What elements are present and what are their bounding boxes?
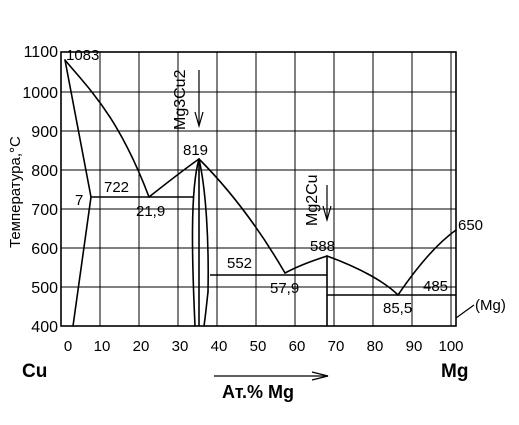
grid — [61, 52, 456, 326]
x-axis-ticks: 0 10 20 30 40 50 60 70 80 90 100 — [64, 338, 464, 355]
y-tick-600: 600 — [31, 241, 58, 258]
y-tick-500: 500 — [31, 280, 58, 297]
y-tick-700: 700 — [31, 202, 58, 219]
y-axis-title: Температура,°С — [7, 136, 24, 248]
annotation-eutectic2-comp: 57,9 — [270, 280, 299, 297]
annotation-cu-solubility: 7 — [75, 192, 83, 209]
mg3cu2-phase-region — [191, 158, 209, 327]
annotation-eutectic2-temp: 552 — [227, 255, 252, 272]
y-tick-800: 800 — [31, 163, 58, 180]
x-tick-80: 80 — [367, 338, 384, 355]
x-tick-90: 90 — [406, 338, 423, 355]
right-component-label: Mg — [441, 361, 468, 382]
eutectic-isotherms — [91, 196, 456, 296]
y-tick-400: 400 — [31, 319, 58, 336]
x-tick-20: 20 — [133, 338, 150, 355]
x-tick-10: 10 — [94, 338, 111, 355]
annotation-mg3cu2-melt: 819 — [183, 142, 208, 159]
x-tick-30: 30 — [172, 338, 189, 355]
annotation-eutectic1-temp: 722 — [104, 179, 129, 196]
y-tick-1000: 1000 — [22, 85, 58, 102]
phase-label-mg3cu2: Mg3Cu2 — [172, 69, 189, 130]
phase-label-mg-solid: (Mg) — [475, 297, 506, 314]
x-tick-40: 40 — [211, 338, 228, 355]
x-axis-title: Ат.% Mg — [222, 382, 294, 402]
mg3cu2-arrow — [194, 70, 204, 129]
x-axis-arrow — [214, 371, 329, 381]
y-axis-ticks: 400 500 600 700 800 900 1000 1100 — [22, 44, 58, 336]
annotation-eutectic3-comp: 85,5 — [383, 300, 412, 317]
y-tick-900: 900 — [31, 124, 58, 141]
liquidus-curves — [64, 59, 457, 296]
y-tick-1100: 1100 — [24, 44, 59, 61]
annotation-eutectic1-comp: 21,9 — [136, 203, 165, 220]
x-tick-50: 50 — [250, 338, 267, 355]
annotation-eutectic3-temp: 485 — [423, 278, 448, 295]
phase-label-mg2cu: Mg2Cu — [304, 174, 321, 226]
annotation-cu-melt: 1083 — [66, 47, 99, 64]
x-tick-60: 60 — [289, 338, 306, 355]
annotation-mg-melt: 650 — [458, 217, 483, 234]
x-tick-0: 0 — [64, 338, 72, 355]
solidus-lines — [64, 59, 92, 327]
mg2cu-arrow — [322, 185, 332, 223]
mg-solid-pointer — [455, 304, 475, 319]
annotation-mg2cu-melt: 588 — [310, 238, 335, 255]
x-tick-100: 100 — [438, 338, 463, 355]
left-component-label: Cu — [22, 361, 47, 382]
x-tick-70: 70 — [328, 338, 345, 355]
plot-frame — [60, 51, 457, 327]
